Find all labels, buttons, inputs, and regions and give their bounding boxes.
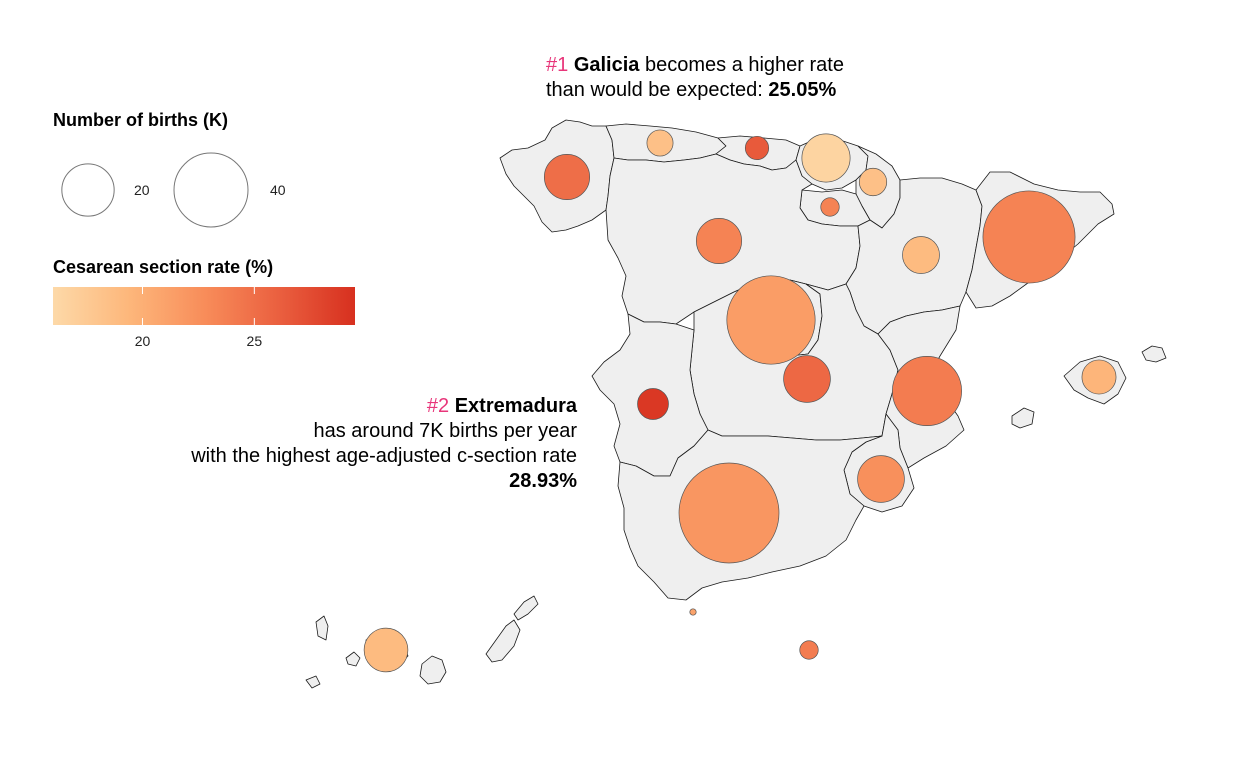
color-tick-label-20: 20 [135, 333, 151, 349]
bubble-canarias [363, 627, 409, 673]
annotation-galicia: #1 Galicia becomes a higher rate than wo… [546, 53, 844, 103]
bubble-cataluña [982, 190, 1076, 284]
size-legend-label-40: 40 [270, 182, 286, 198]
region-baleares-menorca [1141, 345, 1167, 363]
region-canarias-4 [305, 675, 321, 689]
size-legend-circle-40 [173, 152, 249, 228]
bubble-país-vasco [801, 133, 851, 183]
region-canarias-6 [485, 619, 521, 663]
region-baleares-ibiza [1011, 407, 1035, 429]
annotation-extremadura-rank: #2 [426, 395, 450, 417]
bubble-asturias [646, 129, 674, 157]
region-canarias-2 [345, 651, 361, 667]
annotation-galicia-rank: #1 [546, 54, 569, 76]
bubble-región-de-murcia [857, 455, 905, 503]
color-ticks: 20 25 [135, 287, 263, 349]
bubbles-layer [363, 129, 1117, 673]
annotation-galicia-name: Galicia [573, 54, 640, 76]
annotation-galicia-value: 25.05% [768, 79, 837, 101]
bubble-cantabria [744, 135, 770, 161]
bubble-castilla-y-león [695, 217, 743, 265]
annotation-extremadura-value: 28.93% [509, 470, 577, 492]
annotation-galicia-line-1: #1 Galicia becomes a higher rate [546, 53, 844, 78]
annotation-galicia-text-1: becomes a higher rate [639, 54, 844, 76]
size-legend-label-20: 20 [134, 182, 150, 198]
bubble-melilla [799, 640, 819, 660]
bubble-islas-baleares [1081, 359, 1117, 395]
annotation-extremadura: #2 Extremadura has around 7K births per … [191, 394, 577, 494]
bubble-castilla-la-mancha [783, 355, 831, 403]
annotation-extremadura-line-2: has around 7K births per year [313, 420, 578, 442]
color-legend-title: Cesarean section rate (%) [53, 257, 274, 277]
annotation-extremadura-line-1: #2 Extremadura [191, 394, 577, 419]
annotation-extremadura-line-3: with the highest age-adjusted c-section … [191, 445, 577, 467]
bubble-aragón [902, 236, 940, 274]
bubble-madrid [726, 275, 816, 365]
region-canarias-7 [513, 595, 539, 621]
bubble-extremadura [637, 388, 669, 420]
color-tick-label-25: 25 [247, 333, 263, 349]
region-canarias-5 [419, 655, 447, 685]
annotation-galicia-line-2: than would be expected: 25.05% [546, 78, 844, 103]
bubble-la-rioja [820, 197, 840, 217]
bubble-navarra [858, 167, 888, 197]
annotation-galicia-text-2: than would be expected: [546, 79, 769, 101]
bubble-andalucía [678, 462, 780, 564]
size-legend: 20 40 [61, 152, 286, 228]
annotation-extremadura-name: Extremadura [454, 395, 577, 417]
bubble-ceuta [689, 608, 697, 616]
bubble-galicia [543, 153, 591, 201]
color-legend: 20 25 [53, 287, 355, 349]
size-legend-circle-20 [61, 163, 115, 217]
size-legend-title: Number of births (K) [53, 110, 228, 130]
region-canarias-1 [315, 615, 329, 641]
color-bar [53, 287, 355, 325]
bubble-comunidad-valenciana [892, 356, 962, 426]
